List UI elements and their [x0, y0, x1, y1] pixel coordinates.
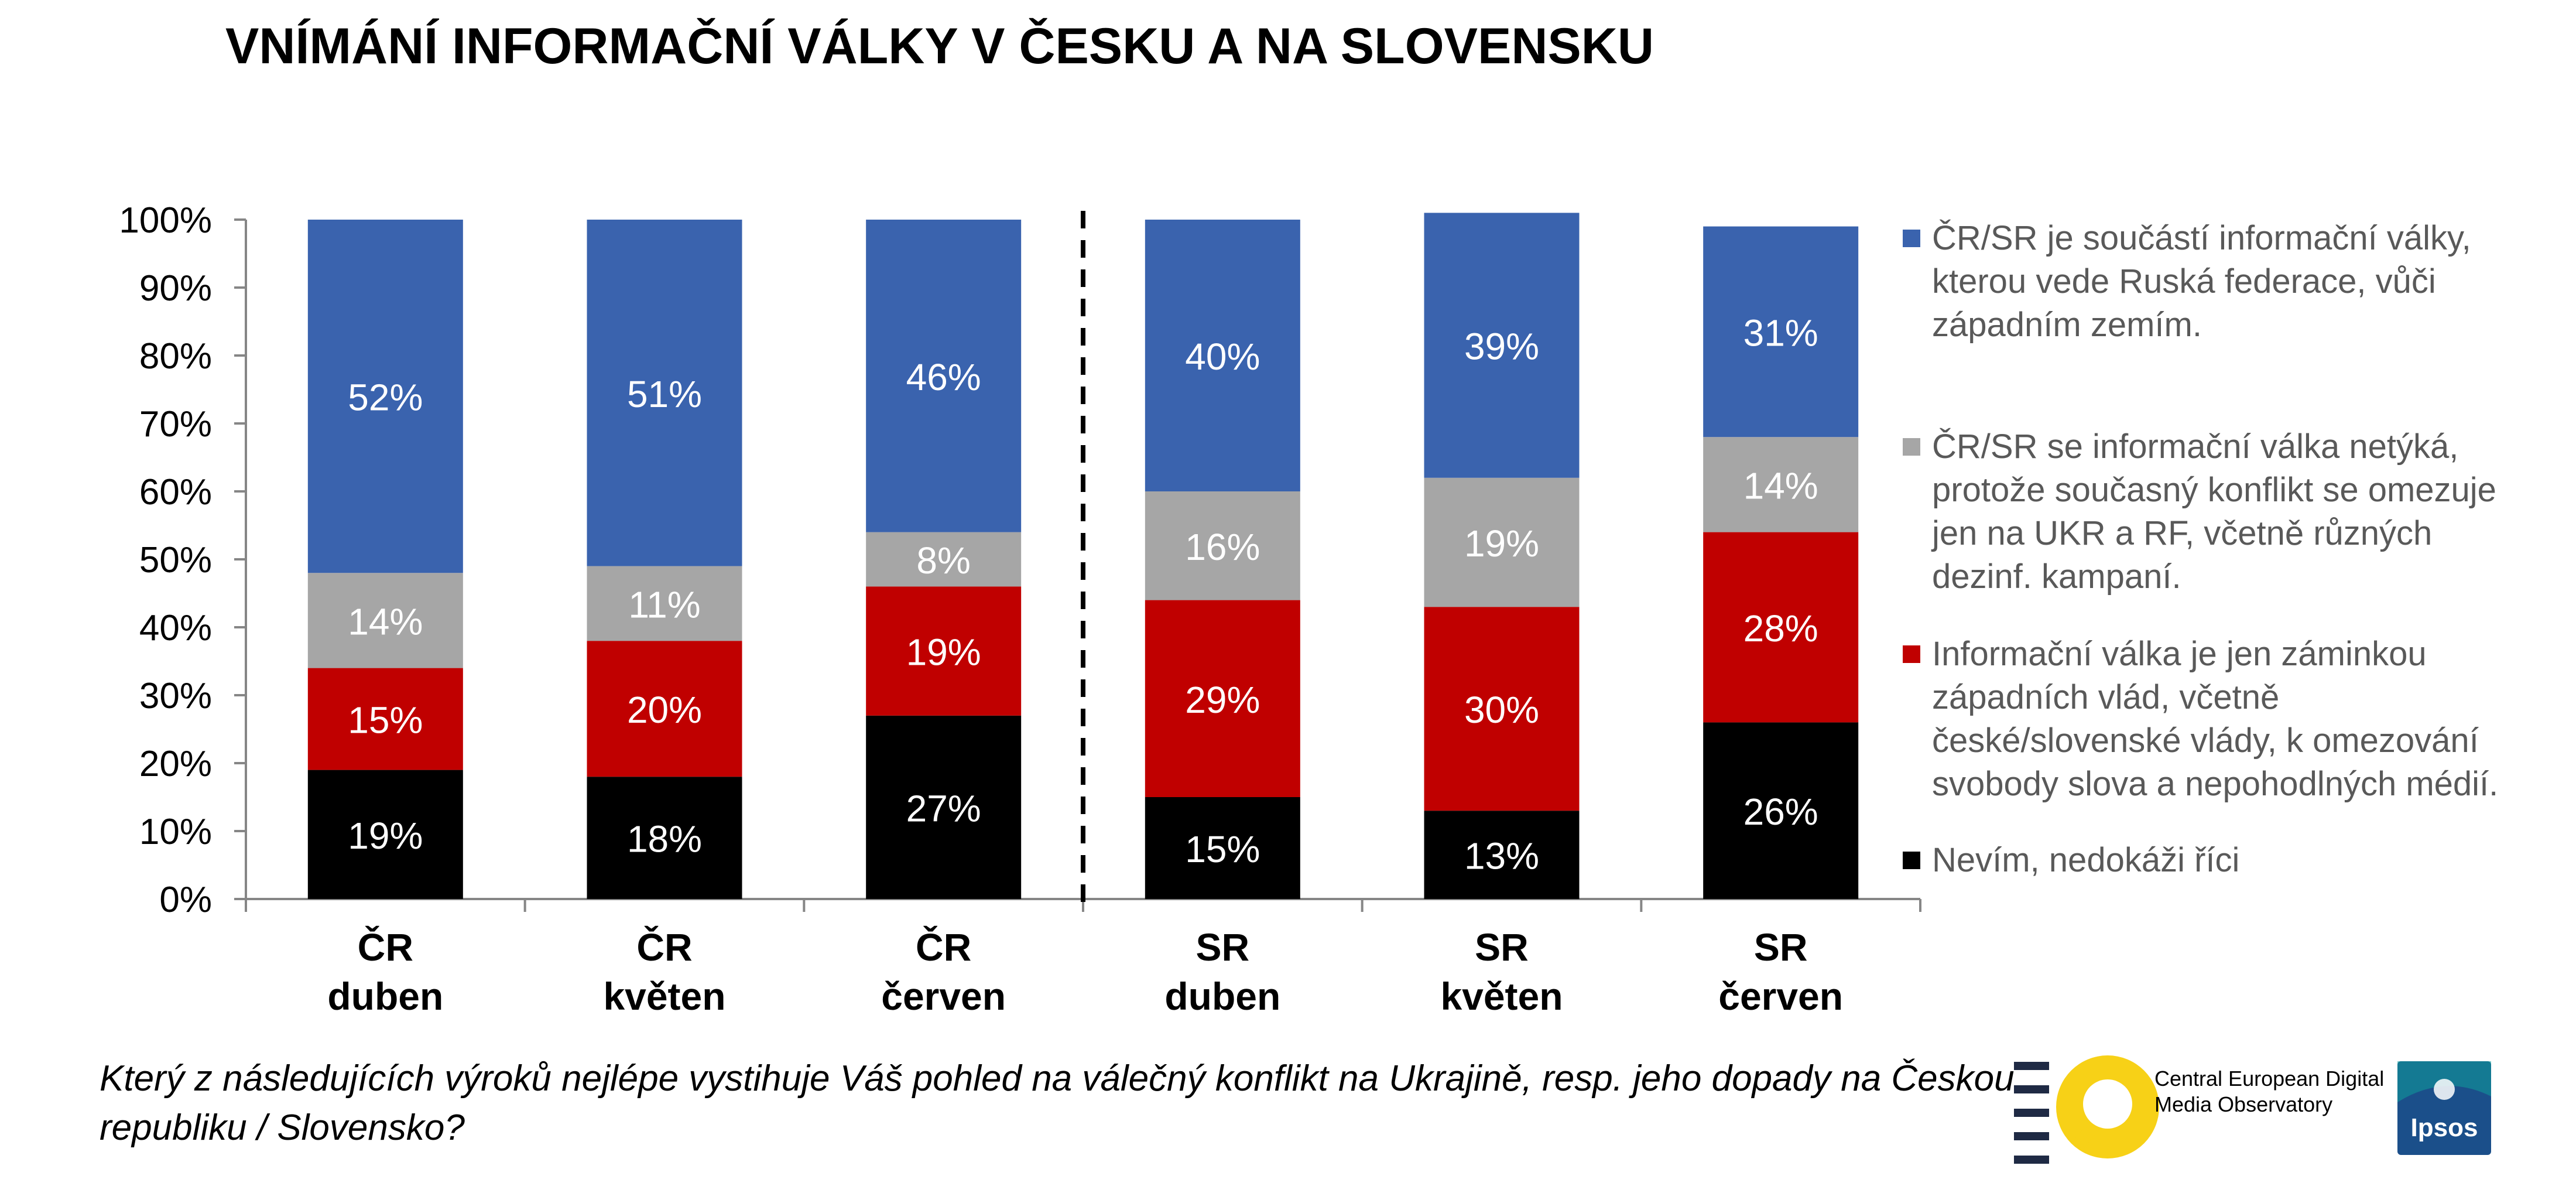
legend-label-gray: ČR/SR se informační válka netýká, protož…	[1932, 428, 2496, 596]
legend-swatch-blue	[1903, 230, 1920, 247]
data-label: 39%	[1464, 326, 1539, 368]
legend-swatch-red	[1903, 645, 1920, 663]
bar-segment	[1145, 600, 1300, 797]
bar-segment	[1424, 811, 1580, 899]
data-label: 11%	[628, 583, 700, 626]
cedmo-logo-text: Central European Digital Media Observato…	[2154, 1067, 2385, 1116]
y-tick-label: 30%	[139, 676, 212, 716]
data-label: 40%	[1185, 336, 1260, 378]
chart-title: VNÍMÁNÍ INFORMAČNÍ VÁLKY V ČESKU A NA SL…	[225, 18, 1654, 74]
bar-segment	[866, 715, 1022, 899]
bar-segment	[587, 641, 742, 777]
bar-segment	[866, 586, 1022, 716]
bar-segment	[307, 668, 463, 770]
bar-segment	[1145, 491, 1300, 600]
bar-segment	[587, 777, 742, 899]
bar-segment	[1703, 722, 1859, 899]
x-category-label: ČR duben	[327, 925, 443, 1018]
data-label: 13%	[1464, 835, 1539, 877]
y-tick-label: 10%	[139, 812, 212, 852]
bar-segment	[307, 220, 463, 573]
bar-segment	[1145, 220, 1300, 491]
stacked-bar-chart: 0% 10% 20% 30% 40% 50% 60% 70% 80% 90% 100% 19% 15% 1…	[119, 200, 1921, 1018]
data-label: 30%	[1464, 689, 1539, 731]
bar-segment	[1424, 213, 1580, 478]
data-label: 46%	[906, 356, 981, 398]
data-label: 29%	[1185, 679, 1260, 721]
data-label: 14%	[348, 600, 423, 642]
x-category-label: SR červen	[1718, 925, 1843, 1018]
data-label: 15%	[1185, 828, 1260, 870]
legend-label-blue: ČR/SR je součástí informační války, kter…	[1932, 219, 2471, 344]
x-category-label: SR duben	[1164, 925, 1280, 1018]
y-tick-label: 40%	[139, 608, 212, 648]
bar-segment	[1703, 532, 1859, 723]
data-label: 15%	[348, 699, 423, 741]
bar-segment	[1703, 226, 1859, 438]
data-label: 20%	[627, 689, 702, 731]
bar-segment	[587, 220, 742, 566]
cedmo-logo	[2014, 1055, 2159, 1164]
data-label: 27%	[906, 787, 981, 829]
bar-segment	[1424, 607, 1580, 811]
data-label: 52%	[348, 377, 423, 419]
data-label: 19%	[906, 631, 981, 674]
y-tick-label: 50%	[139, 540, 212, 580]
data-label: 16%	[1185, 526, 1260, 568]
bar-segment	[866, 532, 1022, 587]
bar-segment	[587, 566, 742, 641]
data-label: 26%	[1743, 791, 1818, 833]
legend-swatch-gray	[1903, 438, 1920, 456]
data-label: 8%	[916, 539, 971, 582]
y-tick-label: 70%	[139, 404, 212, 445]
bar-segment	[1424, 477, 1580, 607]
x-category-label: ČR červen	[881, 925, 1006, 1018]
legend-label-red: Informační válka je jen záminkou západní…	[1932, 635, 2499, 803]
bar-segment	[1703, 437, 1859, 532]
bar-segment	[1145, 797, 1300, 899]
y-tick-label: 100%	[119, 200, 212, 241]
bar-segment	[307, 770, 463, 899]
ipsos-logo: Ipsos	[2397, 1061, 2491, 1155]
y-tick-label: 80%	[139, 336, 212, 377]
legend-swatch-black	[1903, 852, 1920, 869]
ipsos-logo-text: Ipsos	[2411, 1113, 2478, 1142]
y-tick-label: 60%	[139, 472, 212, 512]
data-label: 19%	[348, 815, 423, 857]
y-tick-label: 20%	[139, 744, 212, 784]
x-category-label: SR květen	[1440, 925, 1563, 1018]
bar-segment	[307, 573, 463, 668]
data-label: 19%	[1464, 522, 1539, 565]
y-tick-label: 0%	[159, 880, 212, 920]
data-label: 18%	[627, 818, 702, 860]
bar-segment	[866, 220, 1022, 532]
survey-question: Který z následujících výroků nejlépe vys…	[100, 1058, 2015, 1148]
data-label: 31%	[1743, 312, 1818, 354]
y-tick-label: 90%	[139, 268, 212, 309]
data-label: 14%	[1743, 464, 1818, 507]
legend-label-black: Nevím, nedokáži říci	[1932, 841, 2240, 879]
x-category-label: ČR květen	[603, 925, 725, 1018]
data-label: 51%	[627, 373, 702, 415]
data-label: 28%	[1743, 607, 1818, 650]
